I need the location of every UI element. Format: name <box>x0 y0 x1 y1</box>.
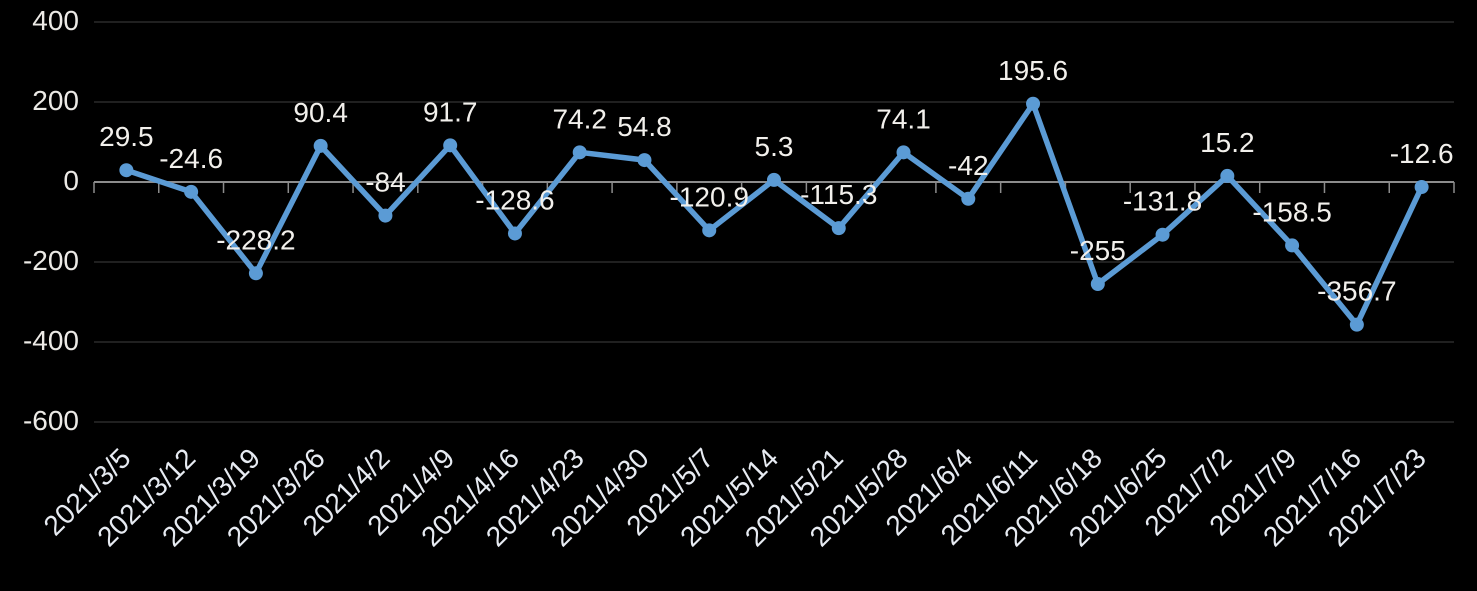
data-label: 195.6 <box>998 55 1068 86</box>
y-axis-tick-label: 400 <box>32 5 79 36</box>
data-label: -228.2 <box>216 224 295 255</box>
data-label: -42 <box>948 150 988 181</box>
data-label: -255 <box>1070 235 1126 266</box>
y-axis-tick-label: -600 <box>23 405 79 436</box>
data-label: 74.1 <box>876 103 931 134</box>
data-point-marker <box>831 221 846 236</box>
data-label: -120.9 <box>670 181 749 212</box>
data-label: 15.2 <box>1200 127 1255 158</box>
data-label: -24.6 <box>159 143 223 174</box>
data-point-marker <box>1155 227 1170 242</box>
data-label: -12.6 <box>1390 138 1454 169</box>
data-label: 90.4 <box>293 97 348 128</box>
data-label: -356.7 <box>1317 276 1396 307</box>
data-label: -158.5 <box>1252 196 1331 227</box>
data-label: -131.8 <box>1123 186 1202 217</box>
data-point-marker <box>767 172 781 187</box>
data-point-marker <box>248 266 263 281</box>
data-label: 29.5 <box>99 121 154 152</box>
data-label: -128.6 <box>475 184 554 215</box>
y-axis-tick-label: 200 <box>32 85 79 116</box>
data-point-marker <box>1220 168 1235 183</box>
data-label: 5.3 <box>755 131 794 162</box>
data-point-marker <box>961 191 976 206</box>
data-label: 54.8 <box>617 111 672 142</box>
data-point-marker <box>443 138 458 153</box>
data-point-marker <box>572 145 587 160</box>
data-point-marker <box>1349 317 1364 332</box>
y-axis-tick-label: -200 <box>23 245 79 276</box>
data-point-marker <box>896 145 911 160</box>
data-point-marker <box>702 223 717 238</box>
data-point-marker <box>507 226 522 241</box>
data-point-marker <box>637 153 652 168</box>
data-label: -84 <box>365 167 405 198</box>
data-point-marker <box>119 163 134 178</box>
data-label: 74.2 <box>552 103 607 134</box>
data-point-marker <box>184 184 199 199</box>
data-point-marker <box>1285 238 1300 253</box>
data-label: 91.7 <box>423 96 478 127</box>
data-point-marker <box>378 208 393 223</box>
data-point-marker <box>1026 96 1041 111</box>
data-point-marker <box>1090 277 1105 291</box>
data-label: -115.3 <box>800 179 877 210</box>
y-axis-tick-label: -400 <box>23 325 79 356</box>
data-point-marker <box>1414 180 1429 195</box>
y-axis-tick-label: 0 <box>63 165 79 196</box>
data-point-marker <box>313 138 328 153</box>
